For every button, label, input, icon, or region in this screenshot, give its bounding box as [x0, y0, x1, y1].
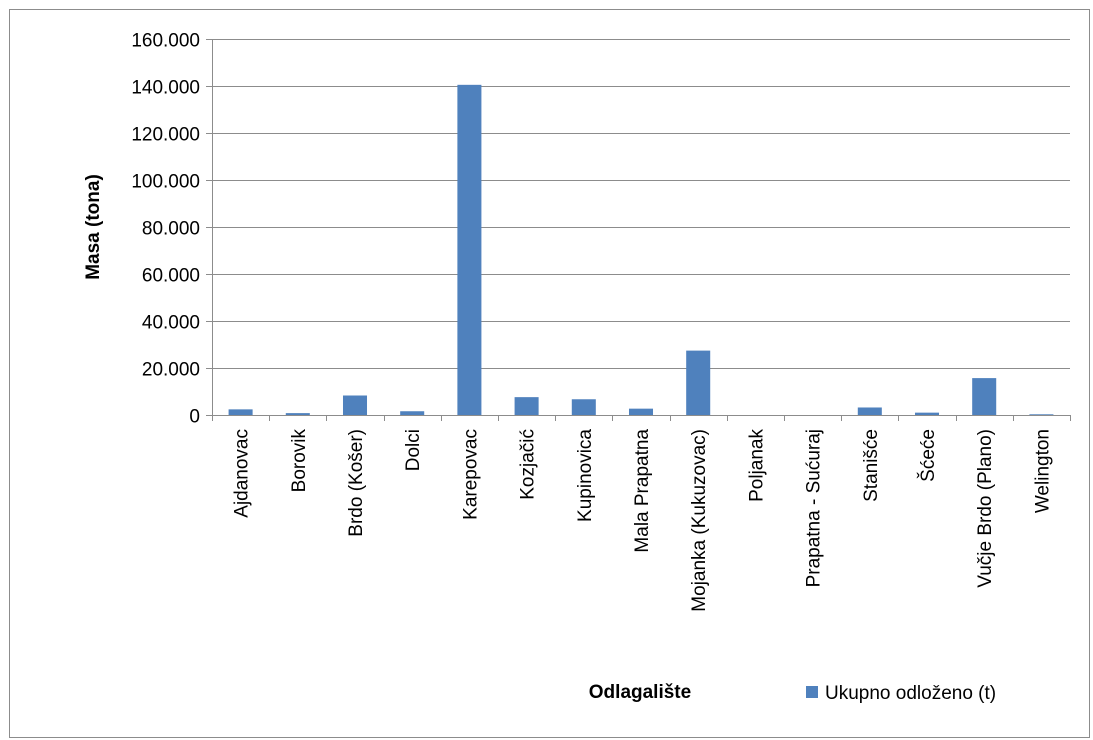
bar-11	[857, 407, 882, 415]
x-tick-label: Prapatna - Sućuraj	[804, 429, 825, 587]
axes	[206, 39, 1071, 421]
legend-label: Ukupno odloženo (t)	[825, 683, 996, 704]
bar-8	[686, 350, 711, 415]
bar-13	[972, 378, 997, 415]
y-tick-label: 80.000	[142, 219, 200, 240]
bar-4	[457, 84, 482, 415]
y-tick-label: 20.000	[142, 360, 200, 381]
x-tick-label: Brdo (Košer)	[346, 429, 367, 537]
x-tick-label: Stanišće	[861, 429, 882, 502]
y-axis-title: Masa (tona)	[83, 174, 104, 280]
y-tick-label: 40.000	[142, 313, 200, 334]
x-tick-labels: Ajdanovac Borovik Brdo (Košer) Dolci Karepov…	[232, 429, 1054, 612]
bar-1	[285, 413, 310, 415]
legend: Ukupno odloženo (t)	[806, 683, 996, 704]
x-tick-label: Kupinovica	[575, 429, 596, 522]
y-tick-label: 0	[189, 407, 200, 428]
x-tick-label: Poljanak	[746, 429, 767, 502]
y-tick-label: 100.000	[131, 172, 200, 193]
y-tick-labels: 0 20.000 40.000 60.000 80.000 100.000 120.000 1…	[131, 31, 200, 428]
x-tick-label: Vučje Brdo (Plano)	[975, 429, 996, 588]
x-tick-label: Šćeće	[917, 429, 939, 482]
y-tick-label: 60.000	[142, 266, 200, 287]
y-tick-label: 120.000	[131, 125, 200, 146]
gridlines	[212, 39, 1070, 369]
legend-swatch	[806, 686, 818, 698]
chart-frame	[9, 9, 1090, 738]
bar-3	[400, 411, 425, 415]
x-tick-label: Ajdanovac	[232, 429, 253, 518]
x-tick-label: Mojanka (Kukuzovac)	[689, 429, 710, 612]
bars	[228, 84, 1054, 415]
bar-5	[514, 397, 539, 415]
bar-7	[628, 408, 654, 415]
x-axis-title: Odlagalište	[589, 682, 691, 703]
bar-2	[342, 395, 368, 415]
y-tick-label: 160.000	[131, 31, 200, 52]
bar-12	[914, 412, 940, 415]
x-tick-label: Kozjačić	[518, 429, 539, 500]
x-tick-label: Karepovac	[460, 429, 481, 520]
x-tick-label: Borovik	[289, 429, 310, 493]
bar-6	[571, 399, 596, 415]
x-tick-label: Mala Prapatna	[632, 429, 653, 553]
bar-14	[1029, 414, 1054, 415]
x-tick-label: Welington	[1032, 429, 1053, 513]
y-tick-label: 140.000	[131, 78, 200, 99]
bar-0	[228, 409, 253, 415]
x-tick-label: Dolci	[403, 429, 424, 471]
